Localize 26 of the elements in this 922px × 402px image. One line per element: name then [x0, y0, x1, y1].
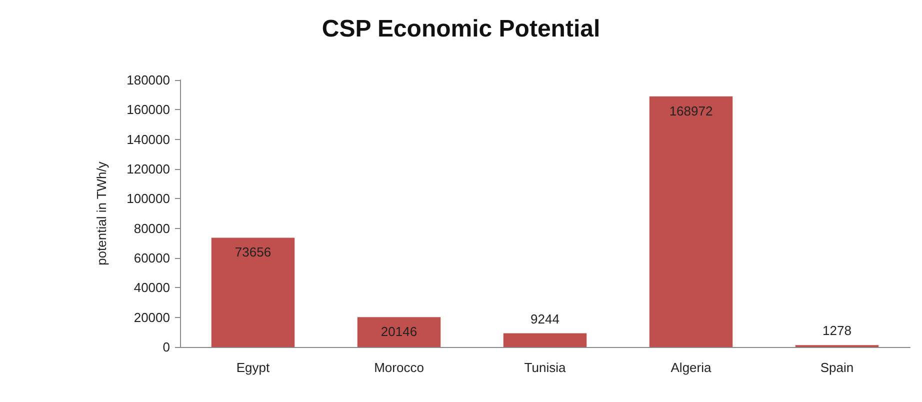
- y-tick-label: 100000: [126, 191, 170, 206]
- x-tick-label: Tunisia: [524, 360, 566, 375]
- y-tick-label: 20000: [134, 310, 170, 325]
- y-tick-label: 140000: [126, 132, 170, 147]
- x-tick-label: Algeria: [670, 360, 712, 375]
- x-tick-label: Morocco: [374, 360, 424, 375]
- y-tick-label: 160000: [126, 102, 170, 118]
- chart-title: CSP Economic Potential: [322, 16, 600, 42]
- y-tick-label: 60000: [134, 250, 170, 266]
- x-tick-label: Spain: [820, 360, 854, 375]
- y-tick-label: 120000: [126, 162, 170, 176]
- data-label: 20146: [380, 324, 418, 340]
- bar: [503, 333, 587, 347]
- data-label: 168972: [669, 103, 713, 118]
- data-label: 9244: [530, 311, 560, 326]
- bar: [649, 96, 733, 347]
- bar: [357, 317, 441, 347]
- bar: [211, 238, 295, 347]
- x-tick-label: Egypt: [236, 360, 270, 375]
- y-axis-title: potential in TWh/y: [94, 161, 109, 266]
- y-tick-label: 40000: [134, 280, 170, 296]
- data-label: 1278: [822, 323, 852, 338]
- y-tick-label: 0: [162, 340, 170, 354]
- data-label: 73656: [234, 244, 272, 260]
- y-tick-label: 80000: [134, 220, 170, 236]
- y-tick-label: 180000: [126, 72, 170, 88]
